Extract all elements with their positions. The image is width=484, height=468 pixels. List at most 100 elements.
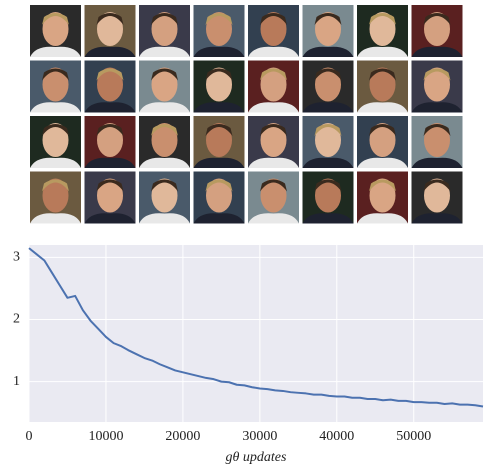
face: [151, 178, 178, 213]
x-tick-label: 50000: [396, 429, 431, 444]
hair: [260, 13, 287, 25]
face: [206, 67, 232, 102]
shoulders: [248, 213, 299, 224]
shoulders: [357, 102, 408, 113]
hair: [423, 13, 451, 25]
hair: [260, 68, 287, 81]
shoulders: [411, 46, 463, 57]
shoulders: [193, 46, 245, 57]
x-tick-label: 10000: [88, 429, 123, 444]
face: [315, 123, 341, 157]
hair: [260, 124, 287, 136]
hair: [369, 124, 396, 136]
hair: [314, 179, 342, 192]
shoulders: [30, 213, 81, 224]
y-tick-label: 3: [13, 250, 20, 265]
face: [424, 123, 450, 157]
shoulders: [357, 157, 408, 168]
face: [97, 67, 123, 102]
hair: [369, 13, 396, 25]
shoulders: [84, 157, 136, 168]
hair: [369, 68, 396, 81]
hair: [314, 13, 342, 25]
face: [97, 123, 123, 157]
hair: [314, 68, 342, 81]
face: [369, 123, 396, 157]
shoulders: [302, 102, 354, 113]
face: [315, 178, 341, 213]
shoulders: [193, 102, 245, 113]
x-tick-label: 40000: [319, 429, 354, 444]
x-tick-label: 20000: [165, 429, 200, 444]
hair: [42, 124, 69, 136]
hair: [151, 179, 178, 192]
face: [424, 178, 450, 213]
y-tick-label: 1: [13, 374, 20, 389]
hair: [151, 13, 178, 25]
shoulders: [193, 213, 245, 224]
face: [42, 178, 69, 213]
shoulders: [193, 157, 245, 168]
hair: [151, 68, 178, 81]
face: [42, 67, 69, 102]
shoulders: [411, 157, 463, 168]
hair: [205, 124, 233, 136]
shoulders: [30, 46, 81, 57]
face: [97, 178, 123, 213]
face: [369, 178, 396, 213]
hair: [260, 179, 287, 192]
hair: [96, 68, 124, 81]
face: [42, 123, 69, 157]
hair: [205, 13, 233, 25]
hair: [42, 68, 69, 81]
shoulders: [411, 213, 463, 224]
face: [97, 12, 123, 46]
face: [315, 67, 341, 102]
shoulders: [84, 102, 136, 113]
face: [206, 178, 232, 213]
shoulders: [302, 46, 354, 57]
shoulders: [302, 157, 354, 168]
hair: [423, 124, 451, 136]
face: [369, 12, 396, 46]
face: [424, 12, 450, 46]
hair: [369, 179, 396, 192]
face: [206, 123, 232, 157]
shoulders: [84, 46, 136, 57]
face: [260, 178, 287, 213]
x-tick-label: 30000: [242, 429, 277, 444]
shoulders: [248, 102, 299, 113]
face: [206, 12, 232, 46]
hair: [423, 68, 451, 81]
hair: [96, 179, 124, 192]
hair: [96, 124, 124, 136]
shoulders: [139, 102, 190, 113]
hair: [314, 124, 342, 136]
shoulders: [357, 213, 408, 224]
shoulders: [139, 46, 190, 57]
shoulders: [357, 46, 408, 57]
x-axis-label: gθ updates: [226, 450, 287, 465]
shoulders: [30, 157, 81, 168]
face: [260, 123, 287, 157]
face: [369, 67, 396, 102]
face: [260, 12, 287, 46]
plot-area: [29, 245, 483, 422]
x-tick-label: 0: [26, 429, 33, 444]
face: [151, 123, 178, 157]
hair: [205, 179, 233, 192]
hair: [42, 179, 69, 192]
shoulders: [84, 213, 136, 224]
shoulders: [30, 102, 81, 113]
y-tick-label: 2: [13, 312, 20, 327]
hair: [205, 68, 233, 81]
shoulders: [139, 213, 190, 224]
hair: [423, 179, 451, 192]
face: [424, 67, 450, 102]
face: [151, 67, 178, 102]
shoulders: [302, 213, 354, 224]
face: [42, 12, 69, 46]
hair: [151, 124, 178, 136]
face: [260, 67, 287, 102]
